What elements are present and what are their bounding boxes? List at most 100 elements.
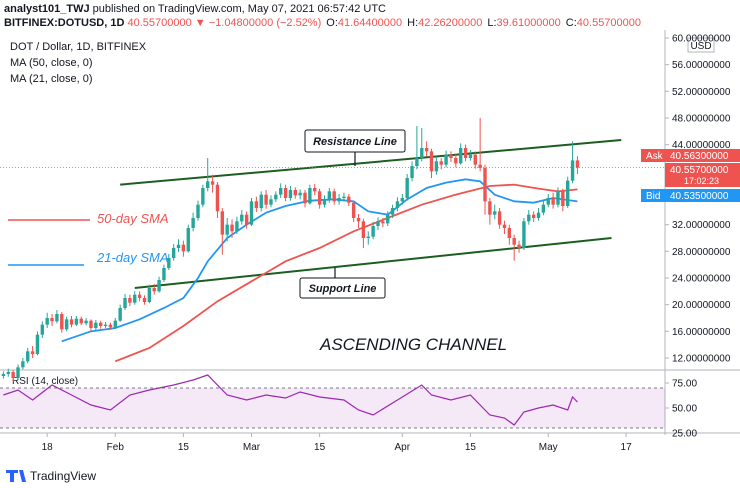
candle-body (201, 188, 205, 205)
y-tick-label: 50.00 (672, 404, 697, 415)
candle-body (303, 192, 307, 204)
candle-body (517, 244, 521, 248)
y-tick-label: 48.00000000 (672, 114, 731, 125)
chart: DOT / Dollar, 1D, BITFINEX MA (50, close… (0, 30, 740, 453)
candle-body (551, 198, 555, 205)
candle-body (6, 372, 10, 374)
candle-body (493, 211, 497, 215)
candle-body (420, 148, 424, 158)
annotation: Resistance Line (313, 136, 397, 148)
ask-label: Ask (646, 151, 664, 162)
candle-body (347, 196, 351, 203)
candle-body (473, 154, 477, 165)
candle-body (94, 322, 98, 328)
candle-body (278, 188, 283, 195)
candle-body (206, 181, 210, 188)
candle-body (1, 374, 6, 376)
candle-body (254, 201, 259, 208)
candle-body (128, 298, 132, 303)
plot-bg (0, 30, 665, 435)
candle-body (79, 318, 83, 324)
candle-body (259, 194, 263, 208)
candle-body (444, 154, 448, 165)
candle-body (84, 320, 88, 324)
candle-body (142, 298, 147, 302)
symbol: BITFINEX:DOTUSD, 1D (4, 17, 125, 29)
candle-body (575, 160, 580, 168)
legend-text: MA (50, close, 0) (10, 57, 93, 69)
ask-price: 40.56300000 (670, 151, 729, 162)
candle-body (103, 324, 108, 326)
candle-body (570, 160, 575, 181)
candle-body (463, 148, 468, 158)
footer: TradingView (6, 469, 96, 483)
rsi-band (0, 388, 665, 428)
candle-body (64, 319, 69, 330)
brand: TradingView (30, 469, 96, 483)
candle-body (439, 161, 443, 165)
rsi-line (3, 374, 578, 426)
candle-body (361, 221, 366, 238)
y-tick-label: 52.00000000 (672, 87, 731, 98)
candle-body (16, 367, 20, 378)
x-tick-label: 15 (178, 442, 190, 453)
candle-body (45, 318, 49, 325)
candle-body (55, 314, 59, 322)
x-tick-label: 17 (621, 442, 633, 453)
countdown: 17:02:23 (684, 176, 719, 186)
candle-body (351, 202, 356, 218)
candle-body (269, 199, 273, 205)
candle-body (181, 244, 186, 252)
candle-body (454, 158, 458, 164)
candle-body (366, 236, 370, 238)
candle-body (186, 228, 190, 252)
y-tick-label: 60.00000000 (672, 34, 731, 45)
annotation-box (304, 129, 406, 153)
candle-body (89, 320, 93, 328)
candle-body (531, 214, 536, 218)
y-tick-label: 32.00000000 (672, 220, 731, 231)
candle-body (171, 248, 176, 258)
y-tick-label: 75.00 (672, 379, 697, 390)
candle-body (274, 194, 278, 200)
candle-body (298, 192, 302, 196)
candle-body (118, 308, 122, 321)
candle-body (108, 324, 113, 328)
candle-body (40, 324, 45, 335)
candle-body (327, 191, 332, 200)
ohlc-value: 41.64400000 (337, 17, 403, 29)
x-tick-label: 18 (42, 442, 54, 453)
logo (6, 470, 26, 482)
y-tick-label: 28.00000000 (672, 247, 731, 258)
last-tag (665, 163, 740, 187)
candle-body (167, 258, 171, 268)
candle-body (497, 211, 502, 225)
y-tick-label: 12.00000000 (672, 354, 731, 365)
ohlc-value: 40.55700000 (576, 17, 642, 29)
candle-body (26, 351, 30, 362)
candle-body (69, 319, 74, 325)
candle-body (147, 288, 152, 302)
candle-body (410, 166, 414, 178)
candle-body (556, 191, 560, 205)
candle-body (137, 294, 142, 298)
candle-body (157, 280, 161, 292)
y-tick-label: 16.00000000 (672, 327, 731, 338)
candle-body (405, 178, 409, 198)
candle-body (561, 191, 565, 206)
candle-body (313, 188, 317, 192)
candle-body (356, 218, 361, 222)
candle-body (264, 194, 268, 205)
candle-body (113, 320, 117, 328)
candle-body (98, 322, 103, 326)
annotation: 21-day SMA (96, 250, 169, 265)
candle-body (240, 214, 244, 222)
candle-body (429, 151, 434, 172)
bid-price: 40.53500000 (670, 191, 729, 202)
candle-body (220, 211, 225, 235)
candle-body (488, 201, 492, 215)
legend-text: DOT / Dollar, 1D, BITFINEX (10, 41, 147, 53)
candle-body (60, 314, 64, 330)
candle-body (225, 224, 229, 235)
